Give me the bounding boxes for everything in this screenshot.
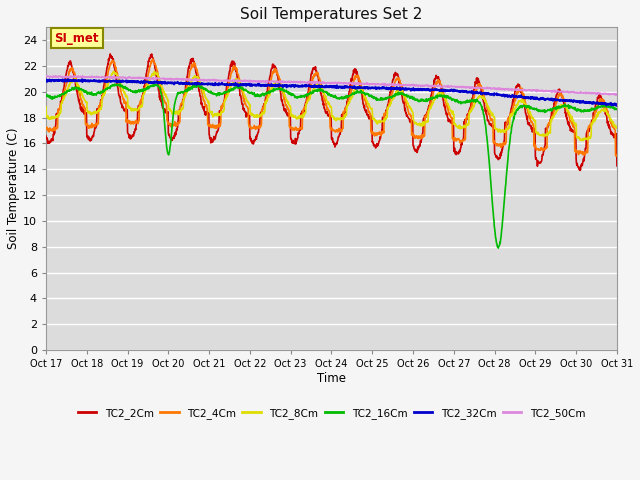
- Legend: TC2_2Cm, TC2_4Cm, TC2_8Cm, TC2_16Cm, TC2_32Cm, TC2_50Cm: TC2_2Cm, TC2_4Cm, TC2_8Cm, TC2_16Cm, TC2…: [74, 404, 589, 423]
- TC2_4Cm: [554, 95, 562, 101]
- Y-axis label: Soil Temperature (C): Soil Temperature (C): [7, 128, 20, 250]
- TC2_4Cm: [474, 83, 481, 89]
- Title: Soil Temperatures Set 2: Soil Temperatures Set 2: [240, 7, 422, 22]
- TC2_2Cm: [145, 58, 153, 64]
- TC2_32Cm: [145, 80, 153, 85]
- TC2_32Cm: [613, 102, 621, 108]
- TC2_32Cm: [463, 90, 471, 96]
- TC2_8Cm: [554, 106, 562, 112]
- TC2_50Cm: [613, 91, 621, 97]
- TC2_50Cm: [612, 92, 620, 98]
- TC2_50Cm: [42, 73, 50, 79]
- TC2_50Cm: [42, 72, 50, 78]
- TC2_16Cm: [42, 93, 50, 99]
- TC2_4Cm: [231, 64, 239, 70]
- TC2_16Cm: [145, 85, 153, 91]
- TC2_4Cm: [76, 90, 83, 96]
- TC2_8Cm: [76, 86, 83, 92]
- X-axis label: Time: Time: [317, 372, 346, 385]
- TC2_2Cm: [76, 100, 83, 106]
- TC2_16Cm: [463, 99, 471, 105]
- TC2_16Cm: [111, 81, 119, 87]
- Line: TC2_2Cm: TC2_2Cm: [46, 54, 617, 170]
- TC2_4Cm: [149, 56, 157, 62]
- TC2_16Cm: [495, 245, 502, 251]
- TC2_8Cm: [474, 96, 481, 101]
- TC2_2Cm: [554, 88, 562, 94]
- Line: TC2_8Cm: TC2_8Cm: [46, 72, 617, 141]
- TC2_50Cm: [463, 84, 471, 90]
- Line: TC2_16Cm: TC2_16Cm: [46, 84, 617, 248]
- TC2_8Cm: [150, 69, 158, 74]
- TC2_2Cm: [231, 60, 239, 66]
- TC2_16Cm: [555, 103, 563, 109]
- TC2_8Cm: [463, 122, 471, 128]
- TC2_16Cm: [231, 86, 239, 92]
- TC2_8Cm: [579, 138, 587, 144]
- TC2_32Cm: [42, 78, 50, 84]
- TC2_4Cm: [612, 153, 620, 159]
- TC2_2Cm: [577, 168, 584, 173]
- TC2_16Cm: [76, 85, 83, 91]
- TC2_2Cm: [463, 117, 471, 122]
- TC2_8Cm: [613, 125, 621, 131]
- Line: TC2_50Cm: TC2_50Cm: [46, 75, 617, 95]
- TC2_32Cm: [231, 83, 239, 88]
- TC2_50Cm: [145, 75, 153, 81]
- TC2_4Cm: [463, 114, 471, 120]
- TC2_50Cm: [76, 74, 83, 80]
- TC2_32Cm: [554, 97, 562, 103]
- TC2_8Cm: [42, 104, 50, 110]
- TC2_50Cm: [474, 84, 481, 90]
- TC2_2Cm: [42, 133, 50, 139]
- TC2_16Cm: [613, 107, 621, 112]
- TC2_2Cm: [613, 163, 621, 168]
- TC2_8Cm: [145, 80, 152, 85]
- TC2_4Cm: [145, 70, 152, 75]
- TC2_32Cm: [76, 78, 83, 84]
- TC2_16Cm: [474, 98, 481, 104]
- Line: TC2_32Cm: TC2_32Cm: [46, 79, 617, 106]
- TC2_32Cm: [612, 103, 620, 108]
- TC2_2Cm: [474, 80, 481, 86]
- Text: SI_met: SI_met: [54, 32, 99, 45]
- TC2_4Cm: [42, 126, 50, 132]
- TC2_50Cm: [231, 78, 239, 84]
- TC2_32Cm: [474, 89, 481, 95]
- TC2_4Cm: [613, 152, 621, 158]
- TC2_32Cm: [64, 76, 72, 82]
- Line: TC2_4Cm: TC2_4Cm: [46, 59, 617, 156]
- TC2_2Cm: [106, 51, 114, 57]
- TC2_50Cm: [554, 89, 562, 95]
- TC2_8Cm: [231, 78, 239, 84]
